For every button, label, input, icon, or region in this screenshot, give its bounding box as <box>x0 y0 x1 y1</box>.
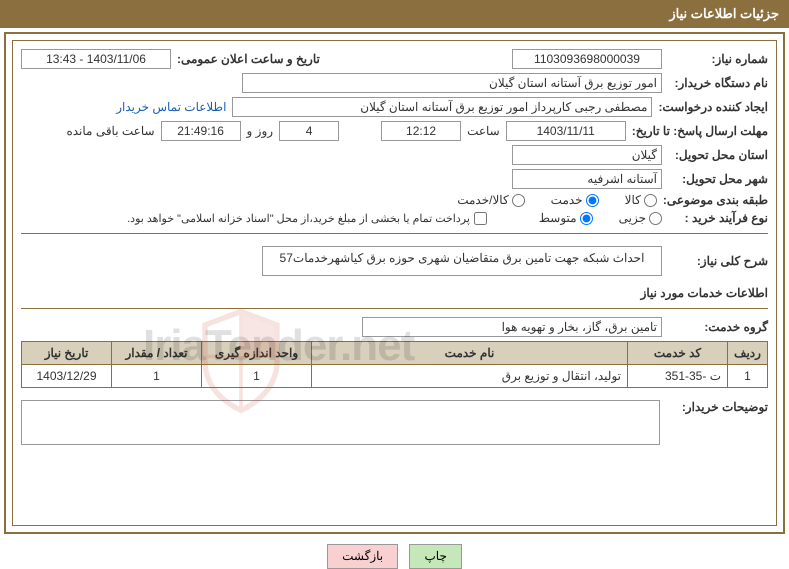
th-unit: واحد اندازه گیری <box>202 342 312 365</box>
th-row: ردیف <box>728 342 768 365</box>
print-button[interactable]: چاپ <box>409 544 461 569</box>
row-delivery-province: استان محل تحویل: گیلان <box>21 145 768 165</box>
process-type-label: نوع فرآیند خرید : <box>668 211 768 225</box>
announce-datetime-field: 1403/11/06 - 13:43 <box>21 49 171 69</box>
buyer-notes-box <box>21 400 660 445</box>
back-button[interactable]: بازگشت <box>327 544 398 569</box>
button-row: چاپ بازگشت <box>0 544 789 569</box>
td-date: 1403/12/29 <box>22 365 112 388</box>
radio-medium[interactable]: متوسط <box>539 211 593 225</box>
radio-service-input[interactable] <box>586 194 599 207</box>
days-remaining-field: 4 <box>279 121 339 141</box>
table-row: 1 ت -35-351 تولید، انتقال و توزیع برق 1 … <box>22 365 768 388</box>
service-group-label: گروه خدمت: <box>668 320 768 334</box>
payment-checkbox-group[interactable]: پرداخت تمام یا بخشی از مبلغ خرید،از محل … <box>127 212 487 225</box>
td-num: 1 <box>728 365 768 388</box>
row-subject-class: طبقه بندی موضوعی: کالا خدمت کالا/خدمت <box>21 193 768 207</box>
deadline-time-field: 12:12 <box>381 121 461 141</box>
td-name: تولید، انتقال و توزیع برق <box>312 365 628 388</box>
radio-partial[interactable]: جزیی <box>619 211 662 225</box>
inner-container: IriaTender.net شماره نیاز: 1103093698000… <box>12 40 777 526</box>
row-buyer-notes: توضیحات خریدار: <box>21 400 768 445</box>
buyer-notes-label: توضیحات خریدار: <box>668 400 768 414</box>
delivery-province-field: گیلان <box>512 145 662 165</box>
need-number-label: شماره نیاز: <box>668 52 768 66</box>
remaining-text: ساعت باقی مانده <box>66 124 154 138</box>
radio-goods[interactable]: کالا <box>625 193 657 207</box>
th-need-date: تاریخ نیاز <box>22 342 112 365</box>
deadline-date-field: 1403/11/11 <box>506 121 626 141</box>
radio-goods-service-input[interactable] <box>512 194 525 207</box>
deadline-label: مهلت ارسال پاسخ: تا تاریخ: <box>632 124 768 138</box>
time-label: ساعت <box>467 124 500 138</box>
delivery-city-field: آستانه اشرفیه <box>512 169 662 189</box>
radio-service-label: خدمت <box>551 193 583 207</box>
service-group-field: تامین برق، گاز، بخار و تهویه هوا <box>362 317 662 337</box>
radio-medium-label: متوسط <box>539 211 577 225</box>
divider-2 <box>21 308 768 309</box>
td-code: ت -35-351 <box>628 365 728 388</box>
page-header: جزئیات اطلاعات نیاز <box>0 0 789 28</box>
row-delivery-city: شهر محل تحویل: آستانه اشرفیه <box>21 169 768 189</box>
table-header-row: ردیف کد خدمت نام خدمت واحد اندازه گیری ت… <box>22 342 768 365</box>
radio-goods-service[interactable]: کالا/خدمت <box>457 193 524 207</box>
announce-datetime-label: تاریخ و ساعت اعلان عمومی: <box>177 52 320 66</box>
radio-partial-input[interactable] <box>649 212 662 225</box>
payment-checkbox[interactable] <box>474 212 487 225</box>
radio-service[interactable]: خدمت <box>551 193 599 207</box>
time-remaining-field: 21:49:16 <box>161 121 241 141</box>
row-buyer-org: نام دستگاه خریدار: امور توزیع برق آستانه… <box>21 73 768 93</box>
radio-goods-input[interactable] <box>644 194 657 207</box>
radio-goods-service-label: کالا/خدمت <box>457 193 508 207</box>
td-qty: 1 <box>112 365 202 388</box>
service-info-title: اطلاعات خدمات مورد نیاز <box>21 286 768 300</box>
row-process-type: نوع فرآیند خرید : جزیی متوسط پرداخت تمام… <box>21 211 768 225</box>
services-table: ردیف کد خدمت نام خدمت واحد اندازه گیری ت… <box>21 341 768 388</box>
delivery-province-label: استان محل تحویل: <box>668 148 768 162</box>
buyer-org-label: نام دستگاه خریدار: <box>668 76 768 90</box>
need-desc-box: احداث شبکه جهت تامین برق متقاضیان شهری ح… <box>262 246 662 276</box>
row-deadline: مهلت ارسال پاسخ: تا تاریخ: 1403/11/11 سا… <box>21 121 768 141</box>
th-service-code: کد خدمت <box>628 342 728 365</box>
payment-note: پرداخت تمام یا بخشی از مبلغ خرید،از محل … <box>127 212 470 225</box>
radio-goods-label: کالا <box>625 193 641 207</box>
contact-buyer-link[interactable]: اطلاعات تماس خریدار <box>116 100 226 114</box>
need-number-field: 1103093698000039 <box>512 49 662 69</box>
subject-class-label: طبقه بندی موضوعی: <box>663 193 768 207</box>
buyer-org-field: امور توزیع برق آستانه استان گیلان <box>242 73 662 93</box>
row-need-desc: شرح کلی نیاز: احداث شبکه جهت تامین برق م… <box>21 242 768 280</box>
delivery-city-label: شهر محل تحویل: <box>668 172 768 186</box>
page-title: جزئیات اطلاعات نیاز <box>669 6 779 21</box>
radio-partial-label: جزیی <box>619 211 646 225</box>
days-text: روز و <box>247 124 274 138</box>
row-request-creator: ایجاد کننده درخواست: مصطفی رجبی کارپرداز… <box>21 97 768 117</box>
th-service-name: نام خدمت <box>312 342 628 365</box>
request-creator-field: مصطفی رجبی کارپرداز امور توزیع برق آستان… <box>232 97 652 117</box>
td-unit: 1 <box>202 365 312 388</box>
divider-1 <box>21 233 768 234</box>
outer-container: IriaTender.net شماره نیاز: 1103093698000… <box>4 32 785 534</box>
th-qty: تعداد / مقدار <box>112 342 202 365</box>
need-desc-label: شرح کلی نیاز: <box>668 254 768 268</box>
radio-medium-input[interactable] <box>580 212 593 225</box>
row-service-group: گروه خدمت: تامین برق، گاز، بخار و تهویه … <box>21 317 768 337</box>
request-creator-label: ایجاد کننده درخواست: <box>658 100 768 114</box>
row-need-number: شماره نیاز: 1103093698000039 تاریخ و ساع… <box>21 49 768 69</box>
